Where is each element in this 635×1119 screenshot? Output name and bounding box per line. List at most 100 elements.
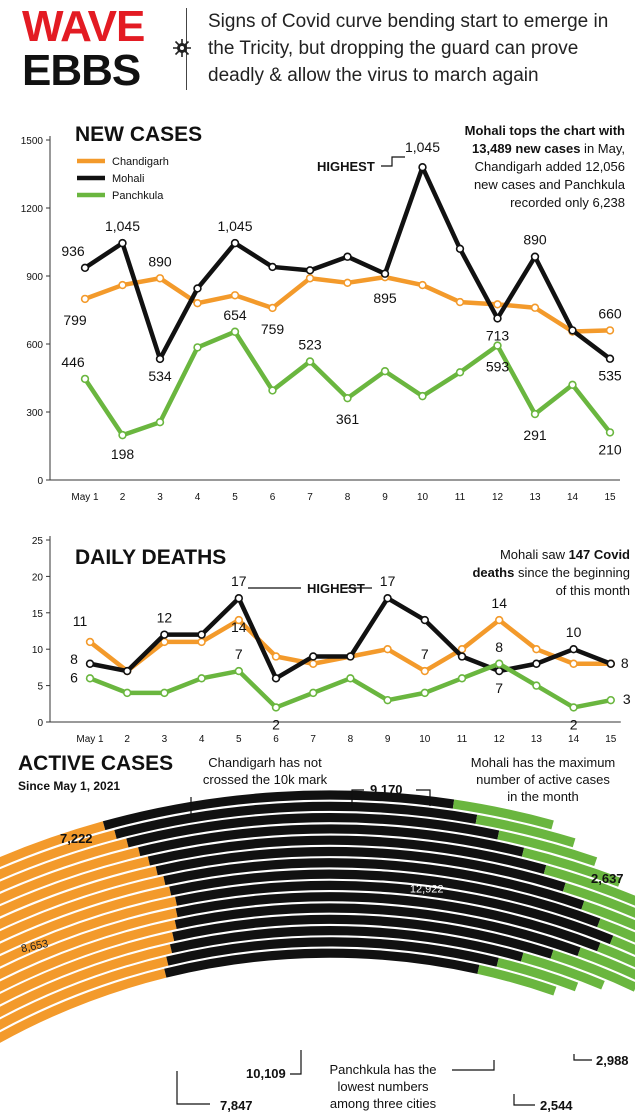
point-mohali xyxy=(155,354,165,364)
data-label: 534 xyxy=(148,368,172,384)
point-panchkula xyxy=(197,674,206,683)
point-panchkula xyxy=(271,703,281,712)
arc-bar-panchkula xyxy=(497,830,598,867)
point-mohali xyxy=(268,262,277,272)
point-mohali xyxy=(197,630,206,639)
point-chandigarh xyxy=(530,303,540,312)
arc-bar-panchkula xyxy=(521,847,622,887)
point-chandigarh xyxy=(493,300,502,309)
arc-bar-chandigarh xyxy=(0,932,175,1005)
x-tick-label: 3 xyxy=(157,492,163,503)
annotation-new-cases: 13,489 new cases in May, xyxy=(472,141,625,156)
leader-line xyxy=(513,1094,535,1106)
x-tick-label: 2 xyxy=(120,492,126,503)
data-label: 7 xyxy=(495,680,503,696)
point-mohali xyxy=(420,615,429,625)
x-tick-label: 14 xyxy=(568,734,580,745)
y-tick-label: 10 xyxy=(32,645,44,656)
point-chandigarh xyxy=(343,278,352,287)
highest-label: HIGHEST xyxy=(317,159,375,174)
point-chandigarh xyxy=(85,637,95,647)
leader-line xyxy=(176,1071,210,1105)
annotation-daily-deaths: of this month xyxy=(556,583,630,598)
arc-bar-mohali xyxy=(163,858,585,910)
note-chandigarh: Chandigarh has not xyxy=(208,755,322,770)
x-tick-label: 13 xyxy=(529,492,541,503)
data-label: 2 xyxy=(570,716,578,732)
y-tick-label: 900 xyxy=(26,272,43,283)
arc-bar-chandigarh xyxy=(0,956,169,1031)
point-chandigarh xyxy=(155,274,165,283)
leader-line xyxy=(573,1054,592,1061)
value-label: 12,922 xyxy=(410,883,444,895)
point-chandigarh xyxy=(305,274,315,283)
x-tick-label: 3 xyxy=(162,734,168,745)
data-label: 1,045 xyxy=(405,139,440,155)
arc-bar-chandigarh xyxy=(0,944,173,1018)
arc-bar-mohali xyxy=(126,812,500,848)
x-tick-label: 9 xyxy=(382,492,388,503)
point-mohali xyxy=(383,594,392,603)
leader-line xyxy=(452,1060,495,1071)
point-chandigarh xyxy=(605,326,615,335)
note-mohali: number of active cases xyxy=(476,772,610,787)
arc-bar-mohali xyxy=(175,880,614,945)
point-panchkula xyxy=(532,681,541,690)
note-mohali: Mohali has the maximum xyxy=(471,755,616,770)
arc-bar-chandigarh xyxy=(0,866,158,930)
data-label: 17 xyxy=(380,573,396,589)
value-label: 2,637 xyxy=(591,871,624,886)
arc-bar-chandigarh xyxy=(0,876,166,942)
arc-bar-panchkula xyxy=(477,964,557,996)
point-panchkula xyxy=(309,688,318,698)
point-chandigarh xyxy=(569,659,578,668)
point-panchkula xyxy=(234,666,244,676)
chart-subtitle-active-cases: Since May 1, 2021 xyxy=(18,779,120,793)
data-label: 890 xyxy=(523,232,547,248)
value-label: 2,988 xyxy=(596,1053,629,1068)
point-panchkula xyxy=(568,380,577,389)
data-label: 654 xyxy=(223,307,247,323)
point-panchkula xyxy=(383,695,392,705)
point-panchkula xyxy=(530,409,540,419)
arc-bar-mohali xyxy=(138,824,525,857)
arc-bar-chandigarh xyxy=(0,896,177,967)
y-tick-label: 300 xyxy=(26,408,43,419)
value-label: 2,544 xyxy=(540,1098,573,1113)
arc-bar-chandigarh xyxy=(0,829,117,880)
point-chandigarh xyxy=(268,303,277,313)
arc-bar-mohali xyxy=(164,948,480,978)
point-mohali xyxy=(530,252,540,261)
point-panchkula xyxy=(305,357,315,366)
point-panchkula xyxy=(85,674,95,683)
value-label: 8,653 xyxy=(20,938,49,955)
point-panchkula xyxy=(118,430,127,440)
point-panchkula xyxy=(605,428,615,437)
data-label: 535 xyxy=(598,368,622,384)
arc-bar-chandigarh xyxy=(0,908,178,980)
point-chandigarh xyxy=(80,294,90,304)
data-label: 361 xyxy=(336,411,360,427)
point-mohali xyxy=(495,666,504,676)
x-tick-label: May 1 xyxy=(71,492,99,503)
arc-bar-panchkula xyxy=(581,900,635,931)
arc-bar-chandigarh xyxy=(0,968,167,1044)
arc-bar-mohali xyxy=(166,937,499,967)
value-label: 10,109 xyxy=(246,1066,286,1081)
x-tick-label: 2 xyxy=(124,734,130,745)
point-mohali xyxy=(606,659,615,668)
x-tick-label: 8 xyxy=(345,492,351,503)
arc-bar-panchkula xyxy=(475,814,576,848)
point-panchkula xyxy=(420,688,429,698)
highest-leader xyxy=(381,156,405,167)
x-tick-label: 8 xyxy=(348,734,354,745)
y-tick-label: 600 xyxy=(26,340,43,351)
point-panchkula xyxy=(160,688,169,698)
data-label: 3 xyxy=(623,691,631,707)
arc-bar-panchkula xyxy=(452,799,554,830)
data-label: 8 xyxy=(495,639,503,655)
point-panchkula xyxy=(606,695,615,705)
y-tick-label: 1500 xyxy=(21,136,44,147)
data-label: 8 xyxy=(621,655,629,671)
data-label: 7 xyxy=(235,646,243,662)
